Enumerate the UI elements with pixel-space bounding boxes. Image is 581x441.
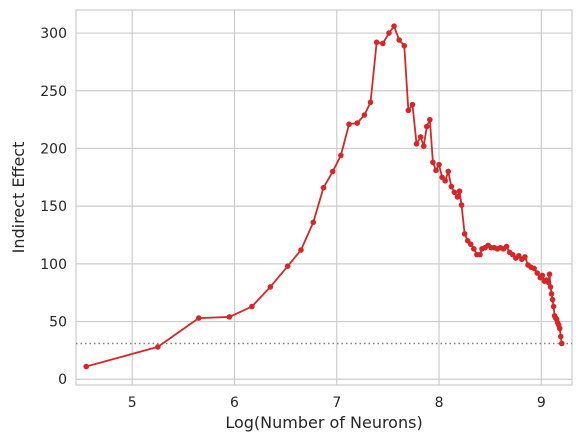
data-point bbox=[405, 107, 412, 114]
data-point bbox=[433, 167, 439, 174]
data-point bbox=[361, 112, 368, 118]
x-tick-label: 7 bbox=[332, 395, 341, 411]
data-point bbox=[249, 303, 255, 310]
data-point bbox=[550, 303, 557, 310]
data-point bbox=[461, 231, 468, 237]
x-axis-label: Log(Number of Neurons) bbox=[225, 413, 422, 432]
y-tick-label: 0 bbox=[58, 372, 67, 388]
data-point bbox=[320, 184, 327, 191]
data-point bbox=[503, 243, 510, 250]
data-point bbox=[471, 246, 477, 252]
data-point bbox=[456, 188, 463, 194]
y-tick-label: 100 bbox=[40, 257, 67, 273]
data-point bbox=[83, 363, 90, 370]
data-point bbox=[558, 340, 565, 347]
data-point bbox=[451, 189, 458, 196]
y-tick-labels: 0 50 100 150 200 250 300 bbox=[40, 26, 67, 388]
data-point bbox=[448, 183, 455, 190]
x-tick-label: 9 bbox=[537, 395, 546, 411]
data-point bbox=[539, 272, 546, 279]
data-point bbox=[534, 270, 541, 276]
data-point bbox=[298, 247, 304, 253]
data-point bbox=[338, 152, 344, 159]
x-grid-lines bbox=[131, 10, 542, 385]
data-point bbox=[477, 251, 483, 258]
y-grid-lines bbox=[76, 32, 572, 380]
data-point bbox=[155, 344, 161, 350]
data-point bbox=[522, 254, 528, 260]
y-tick-label: 200 bbox=[40, 141, 67, 157]
series-line bbox=[85, 24, 563, 368]
data-point bbox=[423, 123, 430, 130]
data-point bbox=[413, 141, 420, 147]
data-point bbox=[467, 241, 474, 248]
data-point bbox=[442, 177, 448, 184]
data-point bbox=[420, 143, 427, 149]
data-point bbox=[310, 219, 317, 226]
x-tick-label: 5 bbox=[128, 395, 137, 411]
data-point bbox=[430, 159, 436, 166]
y-tick-label: 300 bbox=[40, 26, 67, 42]
data-point bbox=[380, 40, 386, 47]
data-point bbox=[531, 265, 537, 272]
y-axis-label: Indirect Effect bbox=[9, 142, 28, 254]
data-point bbox=[436, 161, 442, 168]
data-point bbox=[391, 23, 397, 29]
data-point bbox=[373, 39, 380, 46]
data-point bbox=[284, 263, 291, 269]
data-point bbox=[445, 168, 452, 175]
x-tick-label: 6 bbox=[230, 395, 239, 411]
y-tick-label: 150 bbox=[40, 199, 67, 215]
data-point bbox=[546, 271, 553, 278]
data-point bbox=[548, 291, 555, 297]
data-point bbox=[545, 279, 552, 286]
data-point bbox=[396, 37, 402, 43]
data-point bbox=[329, 168, 336, 175]
y-tick-label: 50 bbox=[49, 315, 67, 331]
x-tick-label: 8 bbox=[435, 395, 444, 411]
data-point bbox=[557, 333, 564, 340]
data-point bbox=[417, 134, 424, 140]
data-point bbox=[354, 120, 361, 126]
data-point bbox=[549, 296, 556, 303]
data-point bbox=[401, 42, 408, 49]
y-tick-label: 250 bbox=[40, 84, 67, 100]
data-points bbox=[83, 23, 565, 370]
data-point bbox=[427, 116, 433, 123]
data-point bbox=[547, 284, 554, 290]
data-point bbox=[267, 284, 274, 290]
x-tick-labels: 5 6 7 8 9 bbox=[128, 395, 546, 411]
data-point bbox=[346, 121, 352, 128]
data-point bbox=[556, 325, 563, 332]
data-point bbox=[226, 314, 233, 320]
data-point bbox=[458, 202, 465, 208]
data-point bbox=[195, 315, 202, 321]
data-point bbox=[454, 194, 461, 200]
plot-frame bbox=[75, 9, 573, 386]
data-point bbox=[409, 101, 416, 108]
data-point bbox=[386, 30, 392, 36]
data-point bbox=[367, 99, 374, 106]
